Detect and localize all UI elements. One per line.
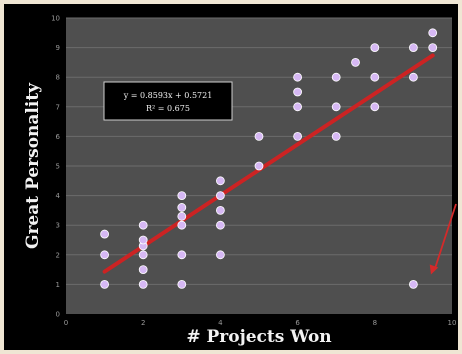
data-point <box>100 279 109 289</box>
data-point <box>138 265 148 275</box>
data-point <box>177 211 187 221</box>
x-tick-label: 0 <box>64 319 68 327</box>
data-point <box>293 102 303 112</box>
data-point <box>254 131 264 141</box>
data-point <box>177 220 187 230</box>
data-point <box>331 102 341 112</box>
y-tick-label: 5 <box>56 163 60 171</box>
data-point <box>293 131 303 141</box>
data-point <box>177 250 187 260</box>
y-tick-label: 2 <box>56 251 60 259</box>
chart-frame: 0 2 4 6 8 10 0 1 2 3 4 5 6 7 8 9 10 y = 0.8593x + 0.572… <box>4 4 458 350</box>
x-tick-labels: 0 2 4 6 8 10 <box>64 319 457 327</box>
scatter-chart: 0 2 4 6 8 10 0 1 2 3 4 5 6 7 8 9 10 y = 0.8593x + 0.572… <box>23 15 457 347</box>
data-point <box>177 279 187 289</box>
y-tick-label: 4 <box>56 192 61 200</box>
y-tick-label: 10 <box>51 15 60 23</box>
data-point <box>177 191 187 201</box>
x-axis-label: # Projects Won <box>186 327 331 347</box>
data-point <box>254 161 264 171</box>
data-point <box>138 235 148 245</box>
data-points <box>100 28 438 289</box>
equation-box-frame <box>103 81 233 121</box>
y-tick-label: 7 <box>56 103 60 111</box>
x-tick-label: 4 <box>218 319 223 327</box>
data-point <box>100 229 109 239</box>
data-point <box>331 72 341 82</box>
x-tick-label: 2 <box>141 319 145 327</box>
data-point <box>370 72 380 82</box>
y-tick-label: 0 <box>56 311 60 319</box>
data-point <box>138 279 148 289</box>
data-point <box>351 58 360 67</box>
data-point <box>408 43 418 52</box>
equation-box: y = 0.8593x + 0.5721 R² = 0.675 <box>103 81 233 121</box>
data-point <box>215 176 225 186</box>
x-tick-label: 6 <box>295 319 300 327</box>
data-point <box>215 250 225 260</box>
y-tick-label: 8 <box>56 74 60 82</box>
data-point <box>428 43 438 52</box>
y-tick-labels: 0 1 2 3 4 5 6 7 8 9 10 <box>51 15 60 319</box>
data-point <box>215 220 225 230</box>
data-point <box>408 279 418 289</box>
data-point <box>215 191 225 201</box>
data-point <box>100 250 109 260</box>
data-point <box>215 205 225 215</box>
data-point <box>370 43 380 52</box>
trendline <box>102 53 435 274</box>
y-axis-label: Great Personality <box>23 82 43 249</box>
y-tick-label: 3 <box>56 222 60 230</box>
data-point <box>331 131 341 141</box>
data-point <box>293 87 303 97</box>
y-tick-label: 6 <box>56 133 61 141</box>
data-point <box>177 203 187 212</box>
equation-label: y = 0.8593x + 0.5721 <box>123 91 213 100</box>
data-point <box>138 220 148 230</box>
data-point <box>428 28 438 38</box>
data-point <box>408 72 418 82</box>
data-point <box>138 250 148 260</box>
x-tick-label: 10 <box>448 319 457 327</box>
data-point <box>293 72 303 82</box>
r-squared-label: R² = 0.675 <box>146 104 190 113</box>
y-tick-label: 1 <box>56 281 60 289</box>
x-tick-label: 8 <box>373 319 377 327</box>
data-point <box>370 102 380 112</box>
y-tick-label: 9 <box>56 44 60 52</box>
annotation-arrow <box>434 203 457 269</box>
annotation-arrow-head <box>429 264 439 275</box>
